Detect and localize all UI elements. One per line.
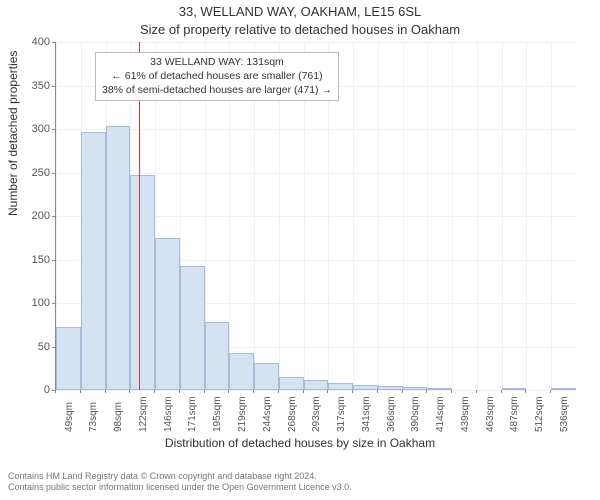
x-tick-label: 98sqm [113, 402, 124, 432]
histogram-bar [180, 266, 205, 390]
x-tick-label: 439sqm [460, 396, 471, 432]
x-tick-label: 122sqm [138, 396, 149, 432]
histogram-bar [130, 175, 155, 390]
y-tick-label: 250 [10, 167, 50, 179]
x-tick-label: 463sqm [485, 396, 496, 432]
histogram-bar [328, 383, 353, 390]
y-tick-label: 350 [10, 80, 50, 92]
x-axis-label: Distribution of detached houses by size … [0, 436, 600, 450]
histogram-bar [81, 132, 106, 390]
x-tick-label: 244sqm [262, 396, 273, 432]
x-tick-label: 366sqm [386, 396, 397, 432]
histogram-bar [205, 322, 230, 390]
y-tick-label: 100 [10, 297, 50, 309]
histogram-bar [106, 126, 131, 390]
histogram-bar [304, 380, 329, 390]
annotation-line: 38% of semi-detached houses are larger (… [102, 83, 332, 97]
x-tick-label: 171sqm [187, 396, 198, 432]
x-tick-label: 341sqm [361, 396, 372, 432]
x-tick-label: 512sqm [534, 396, 545, 432]
x-tick-label: 317sqm [336, 396, 347, 432]
y-tick-label: 150 [10, 254, 50, 266]
y-tick-label: 50 [10, 341, 50, 353]
y-tick-label: 400 [10, 36, 50, 48]
y-tick-label: 300 [10, 123, 50, 135]
histogram-bar [155, 238, 180, 390]
x-tick-label: 487sqm [509, 396, 520, 432]
histogram-bar [56, 327, 81, 390]
footer-line-2: Contains public sector information licen… [8, 482, 592, 494]
annotation-line: 33 WELLAND WAY: 131sqm [102, 55, 332, 69]
histogram-bar [427, 388, 452, 390]
histogram-bar [378, 386, 403, 390]
x-tick-label: 268sqm [287, 396, 298, 432]
y-tick-label: 200 [10, 210, 50, 222]
histogram-bar [229, 353, 254, 390]
x-tick-label: 536sqm [559, 396, 570, 432]
x-tick-label: 219sqm [237, 396, 248, 432]
histogram-bar [279, 377, 304, 390]
x-tick-label: 293sqm [311, 396, 322, 432]
annotation-box: 33 WELLAND WAY: 131sqm← 61% of detached … [95, 52, 339, 101]
histogram-bar [502, 388, 527, 390]
footer-line-1: Contains HM Land Registry data © Crown c… [8, 471, 592, 483]
histogram-bar [254, 363, 279, 390]
x-tick-label: 146sqm [163, 396, 174, 432]
histogram-bar [353, 385, 378, 390]
x-tick-label: 414sqm [435, 396, 446, 432]
histogram-bar [551, 388, 576, 390]
footer-attribution: Contains HM Land Registry data © Crown c… [8, 471, 592, 494]
histogram-bar [403, 387, 428, 390]
x-tick-label: 49sqm [64, 402, 75, 432]
annotation-line: ← 61% of detached houses are smaller (76… [102, 69, 332, 83]
y-tick-label: 0 [10, 384, 50, 396]
x-tick-label: 390sqm [410, 396, 421, 432]
x-tick-label: 73sqm [88, 402, 99, 432]
page-title-address: 33, WELLAND WAY, OAKHAM, LE15 6SL [0, 4, 600, 19]
page-title-subtitle: Size of property relative to detached ho… [0, 22, 600, 37]
x-tick-label: 195sqm [212, 396, 223, 432]
